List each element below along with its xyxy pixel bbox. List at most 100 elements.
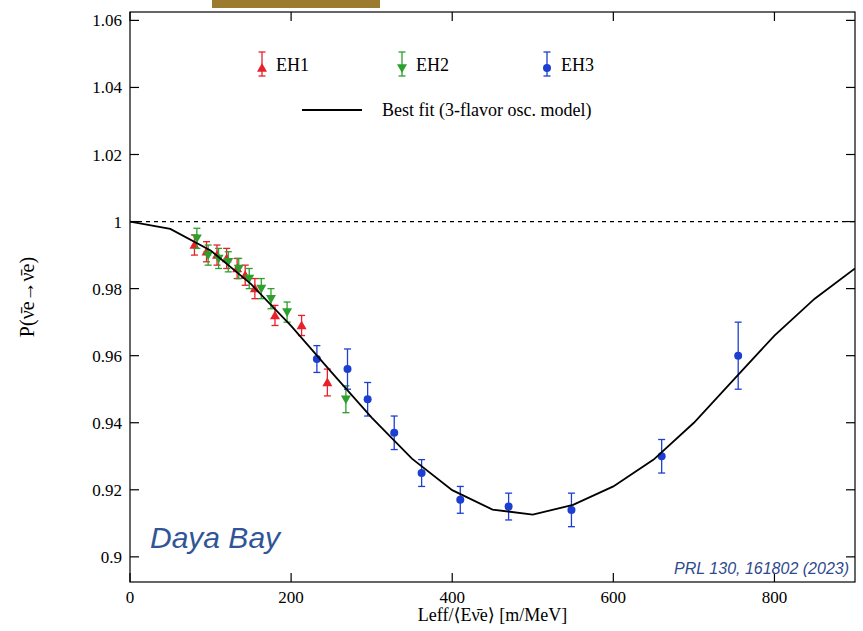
error-bar-cap xyxy=(203,241,210,242)
error-bar-cap xyxy=(246,288,253,289)
error-bar-cap xyxy=(267,288,274,289)
legend-label: EH1 xyxy=(276,55,309,75)
y-tick xyxy=(130,288,139,289)
error-bar-cap xyxy=(214,244,221,245)
error-bar-cap xyxy=(313,345,320,346)
photo-strip xyxy=(212,0,380,8)
x-tick xyxy=(774,12,775,21)
error-bar-cap xyxy=(235,258,242,259)
error-bar-cap xyxy=(214,264,221,265)
data-point xyxy=(390,429,398,437)
data-point xyxy=(734,352,742,360)
data-point xyxy=(322,378,332,387)
data-point xyxy=(234,265,244,274)
y-tick-label: 1 xyxy=(114,213,123,232)
error-bar-cap xyxy=(272,325,279,326)
x-tick xyxy=(452,12,453,21)
error-bar-cap xyxy=(735,321,742,322)
legend-label: EH2 xyxy=(416,55,449,75)
error-bar-cap xyxy=(225,271,232,272)
error-bar-cap xyxy=(568,526,575,527)
error-bar-cap xyxy=(205,244,212,245)
error-bar-cap xyxy=(203,261,210,262)
y-tick xyxy=(846,154,855,155)
legend-errorbar xyxy=(544,51,551,52)
data-point xyxy=(344,365,352,373)
data-point xyxy=(456,496,464,504)
y-tick xyxy=(846,422,855,423)
legend-errorbar xyxy=(544,75,551,76)
x-tick xyxy=(291,12,292,21)
y-tick-label: 1.02 xyxy=(92,146,122,165)
y-tick-label: 0.98 xyxy=(92,280,122,299)
error-bar-cap xyxy=(215,248,222,249)
legend-marker xyxy=(257,63,267,72)
error-bar-cap xyxy=(215,268,222,269)
fit-curve xyxy=(130,222,855,515)
y-tick xyxy=(130,556,139,557)
error-bar-cap xyxy=(324,395,331,396)
x-tick xyxy=(129,573,130,582)
x-tick xyxy=(129,12,130,21)
error-bar xyxy=(568,493,575,527)
error-bar-cap xyxy=(364,382,371,383)
data-point xyxy=(567,506,575,514)
legend: EH1EH2EH3Best fit (3-flavor osc. model) xyxy=(257,52,594,121)
chart: 0.90.920.940.960.9811.021.041.0602004006… xyxy=(0,0,863,631)
plot-marks xyxy=(130,222,855,527)
legend-marker xyxy=(543,64,551,72)
y-tick-label: 0.9 xyxy=(101,548,122,567)
error-bar xyxy=(658,440,665,474)
error-bar-cap xyxy=(505,519,512,520)
y-tick-label: 0.96 xyxy=(92,347,122,366)
error-bar-cap xyxy=(342,412,349,413)
error-bar-cap xyxy=(313,372,320,373)
x-axis-title: Leff/⟨Eν̄e⟩ [m/MeV] xyxy=(418,605,567,625)
y-tick xyxy=(846,288,855,289)
x-tick-label: 0 xyxy=(126,588,135,607)
error-bar xyxy=(344,349,351,389)
x-tick-label: 200 xyxy=(278,588,304,607)
error-bar-cap xyxy=(258,278,265,279)
data-point xyxy=(364,395,372,403)
x-tick xyxy=(452,573,453,582)
legend-errorbar xyxy=(399,75,406,76)
error-bar-cap xyxy=(658,472,665,473)
plot-frame xyxy=(130,12,855,582)
error-bar xyxy=(391,416,398,450)
error-bar-cap xyxy=(298,315,305,316)
y-axis-title: P(ν̄e→ν̄e) xyxy=(16,257,39,337)
error-bar-cap xyxy=(193,248,200,249)
error-bar xyxy=(457,486,464,513)
x-tick xyxy=(613,12,614,21)
legend-errorbar xyxy=(399,51,406,52)
data-point xyxy=(658,452,666,460)
y-tick-label: 1.04 xyxy=(92,78,122,97)
error-bar-cap xyxy=(505,492,512,493)
y-tick xyxy=(130,422,139,423)
error-bar-cap xyxy=(418,486,425,487)
error-bar-cap xyxy=(418,459,425,460)
data-point xyxy=(282,308,292,317)
data-point xyxy=(297,321,307,330)
legend-label: Best fit (3-flavor osc. model) xyxy=(382,100,591,121)
annotation: Daya Bay xyxy=(150,521,282,554)
y-tick xyxy=(846,489,855,490)
y-tick xyxy=(130,20,139,21)
error-bar-cap xyxy=(658,439,665,440)
error-bar-cap xyxy=(193,228,200,229)
y-tick xyxy=(130,154,139,155)
data-point xyxy=(418,469,426,477)
error-bar-cap xyxy=(284,301,291,302)
error-bar-cap xyxy=(457,513,464,514)
error-bar-cap xyxy=(457,486,464,487)
error-bar-cap xyxy=(735,389,742,390)
data-point xyxy=(341,396,351,405)
y-tick-label: 0.92 xyxy=(92,481,122,500)
annotation: PRL 130, 161802 (2023) xyxy=(674,560,849,577)
error-bar-cap xyxy=(225,251,232,252)
error-bar-cap xyxy=(251,298,258,299)
data-point xyxy=(505,503,513,511)
y-tick xyxy=(846,556,855,557)
x-tick xyxy=(291,573,292,582)
